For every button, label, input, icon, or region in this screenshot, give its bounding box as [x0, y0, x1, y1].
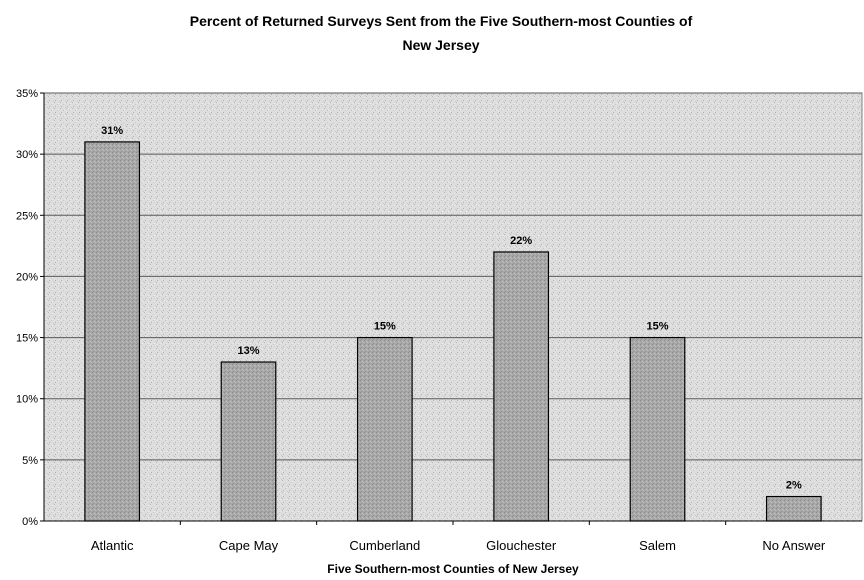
bar [220, 361, 277, 522]
y-tick-label: 35% [16, 88, 38, 100]
data-label: 31% [101, 125, 123, 137]
data-labels: 31% 13% 15% 22% 15% 2% [101, 125, 802, 492]
y-tick-label: 15% [16, 333, 38, 345]
chart-title: Percent of Returned Surveys Sent from th… [190, 13, 693, 53]
x-tick-label: Atlantic [91, 538, 134, 553]
chart-title-line-1: Percent of Returned Surveys Sent from th… [190, 13, 693, 29]
data-label: 22% [510, 235, 532, 247]
y-tick-label: 20% [16, 271, 38, 283]
data-label: 13% [237, 345, 259, 357]
data-label: 2% [786, 480, 802, 492]
y-tick-label: 0% [22, 516, 38, 528]
x-tick-label: No Answer [762, 538, 826, 553]
x-tick-label: Salem [639, 538, 676, 553]
y-tick-label: 25% [16, 210, 38, 222]
bar [493, 251, 550, 522]
x-tick-label: Cape May [219, 538, 279, 553]
x-tick-label: Glouchester [486, 538, 557, 553]
y-tick-label: 10% [16, 394, 38, 406]
bar [629, 336, 686, 522]
x-axis: Atlantic Cape May Cumberland Glouchester Sal… [91, 521, 826, 553]
plot-area [43, 92, 863, 522]
bar [765, 495, 822, 522]
data-label: 15% [374, 321, 396, 333]
chart-title-line-2: New Jersey [402, 37, 479, 53]
y-tick-label: 5% [22, 455, 38, 467]
x-tick-label: Cumberland [349, 538, 420, 553]
bar [84, 141, 141, 522]
y-axis: 0% 5% 10% 15% 20% 25% 30% 35% [16, 88, 44, 528]
bars [84, 141, 822, 522]
gridlines [44, 92, 862, 461]
y-tick-label: 30% [16, 149, 38, 161]
data-label: 15% [646, 321, 668, 333]
x-axis-title: Five Southern-most Counties of New Jerse… [327, 562, 579, 576]
bar [356, 336, 413, 522]
